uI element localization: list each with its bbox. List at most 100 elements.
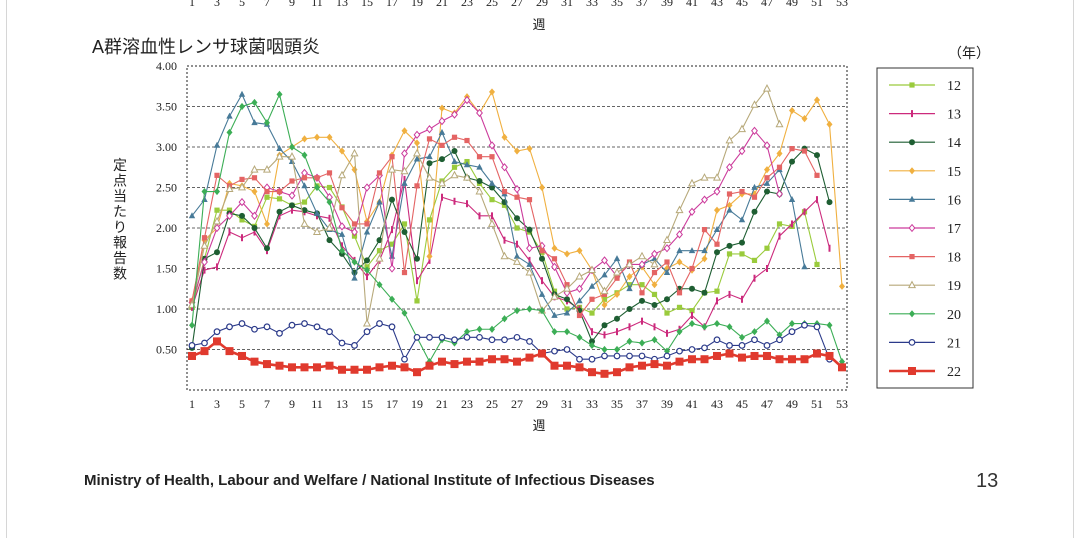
data-point-15 xyxy=(576,247,583,255)
data-point-22 xyxy=(550,361,559,370)
data-point-15 xyxy=(651,281,658,289)
legend-item-19: 19 xyxy=(889,279,961,294)
series-line-14 xyxy=(191,147,831,348)
series-layer xyxy=(187,84,846,378)
data-point-22 xyxy=(313,363,321,372)
data-point-12 xyxy=(776,221,783,227)
data-point-16 xyxy=(188,212,196,219)
data-point-13 xyxy=(428,256,431,264)
data-point-13 xyxy=(641,317,643,325)
data-point-12 xyxy=(814,261,820,268)
data-point-22 xyxy=(213,337,221,346)
data-point-18 xyxy=(339,205,345,211)
data-point-19 xyxy=(312,227,322,235)
legend-label: 14 xyxy=(947,136,961,151)
data-point-13 xyxy=(791,220,793,228)
data-point-20 xyxy=(576,333,583,341)
data-point-20 xyxy=(376,281,383,289)
data-point-14 xyxy=(589,338,595,345)
data-point-22 xyxy=(488,355,496,364)
series-19 xyxy=(187,84,784,327)
previous-chart-x-tick-label: 23 xyxy=(461,0,473,9)
y-tick-label: 2.50 xyxy=(156,181,177,195)
data-point-20 xyxy=(264,119,270,127)
data-point-19 xyxy=(225,184,234,193)
data-point-15 xyxy=(814,96,820,104)
data-point-17 xyxy=(488,141,496,150)
data-point-18 xyxy=(239,176,245,182)
previous-chart-x-tick-label: 7 xyxy=(264,0,270,9)
data-point-17 xyxy=(513,184,521,194)
data-point-14 xyxy=(414,255,420,262)
data-point-19 xyxy=(550,292,559,300)
data-point-13 xyxy=(291,206,293,214)
legend-item-17: 17 xyxy=(889,222,961,237)
previous-chart-x-tick-label: 43 xyxy=(711,0,723,9)
data-point-18 xyxy=(351,221,358,227)
data-point-21 xyxy=(601,352,608,360)
y-tick-label: 1.00 xyxy=(156,302,177,316)
data-point-13 xyxy=(403,175,406,183)
legend-item-14: 14 xyxy=(889,136,961,151)
data-point-19 xyxy=(512,257,522,265)
data-point-19 xyxy=(437,178,447,187)
data-point-14 xyxy=(526,226,533,233)
data-point-12 xyxy=(626,282,633,288)
data-point-16 xyxy=(301,182,308,189)
previous-chart-x-tick-label: 53 xyxy=(836,0,848,9)
data-point-12 xyxy=(501,202,508,208)
previous-chart-x-tick-label: 19 xyxy=(411,0,423,9)
data-point-20 xyxy=(714,319,720,328)
legend-item-16: 16 xyxy=(889,193,961,208)
data-point-13 xyxy=(453,197,456,205)
data-point-16 xyxy=(538,290,546,297)
data-point-18 xyxy=(401,269,408,276)
data-point-19 xyxy=(525,267,534,276)
series-20 xyxy=(189,90,845,366)
data-point-15 xyxy=(764,166,770,174)
data-point-18 xyxy=(301,175,308,181)
data-point-22 xyxy=(763,351,771,360)
data-point-17 xyxy=(638,260,646,269)
data-point-16 xyxy=(676,247,683,254)
legend-title: （年） xyxy=(948,46,990,62)
data-point-20 xyxy=(789,319,795,328)
chart-area: 1 3 5 7 9 11 13 15 17 19 21 23 25 27 29 31 33 35 37 39 41 43 4… xyxy=(92,0,990,433)
data-point-21 xyxy=(501,336,508,344)
y-axis-label-char: 当 xyxy=(113,189,127,205)
data-point-16 xyxy=(276,145,283,152)
data-point-16 xyxy=(226,112,233,119)
y-axis-ticks: 4.00 3.50 3.00 2.50 2.00 1.50 1.00 0.50 xyxy=(156,59,177,357)
data-point-20 xyxy=(476,325,483,333)
data-point-18 xyxy=(451,134,458,140)
previous-chart-x-tick-label: 21 xyxy=(436,0,448,9)
x-tick-label: 41 xyxy=(686,397,698,411)
data-point-21 xyxy=(563,346,571,353)
data-point-14 xyxy=(514,215,520,222)
data-point-21 xyxy=(451,336,458,344)
data-point-13 xyxy=(741,295,743,303)
y-tick-label: 2.00 xyxy=(156,221,177,235)
series-22 xyxy=(188,337,846,378)
data-point-19 xyxy=(562,284,572,292)
data-point-12 xyxy=(726,251,733,257)
data-point-16 xyxy=(651,255,658,262)
data-point-14 xyxy=(689,285,695,292)
legend-label: 17 xyxy=(947,222,961,237)
data-point-14 xyxy=(651,301,658,308)
data-point-15 xyxy=(401,127,408,135)
data-point-18 xyxy=(276,188,283,195)
data-point-17 xyxy=(426,124,433,134)
previous-chart-x-tick-label: 27 xyxy=(511,0,523,9)
data-point-18 xyxy=(539,248,545,254)
data-point-20 xyxy=(676,328,683,336)
data-point-21 xyxy=(251,325,258,333)
data-point-19 xyxy=(587,265,597,274)
data-point-15 xyxy=(626,273,633,281)
data-point-22 xyxy=(325,361,334,370)
data-point-16 xyxy=(701,247,708,254)
data-point-15 xyxy=(714,206,720,214)
data-point-19 xyxy=(775,119,784,128)
data-point-15 xyxy=(701,255,708,263)
legend-swatch-marker xyxy=(908,339,916,346)
